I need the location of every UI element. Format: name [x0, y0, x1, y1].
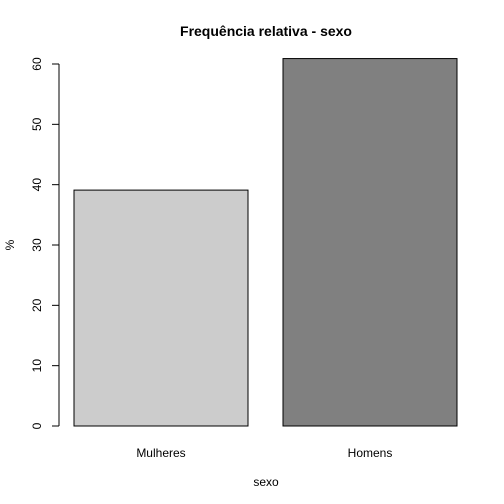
- x-axis-label: sexo: [253, 475, 279, 489]
- y-axis-label: %: [3, 239, 17, 250]
- y-tick-label-20: 20: [30, 298, 44, 312]
- y-tick-label-50: 50: [30, 117, 44, 131]
- x-tick-labels: Mulheres Homens: [136, 446, 392, 460]
- x-tick-label-mulheres: Mulheres: [136, 446, 185, 460]
- y-axis: 0 10 20 30 40 50 60: [30, 57, 60, 429]
- bar-mulheres: [73, 189, 249, 427]
- chart-title: Frequência relativa - sexo: [180, 23, 352, 39]
- y-tick-label-60: 60: [30, 57, 44, 71]
- bar-homens: [282, 58, 458, 427]
- x-tick-label-homens: Homens: [348, 446, 393, 460]
- y-tick-label-30: 30: [30, 238, 44, 252]
- y-tick-label-40: 40: [30, 178, 44, 192]
- y-tick-label-10: 10: [30, 359, 44, 373]
- y-tick-label-0: 0: [30, 422, 44, 429]
- bars-group: [73, 58, 458, 427]
